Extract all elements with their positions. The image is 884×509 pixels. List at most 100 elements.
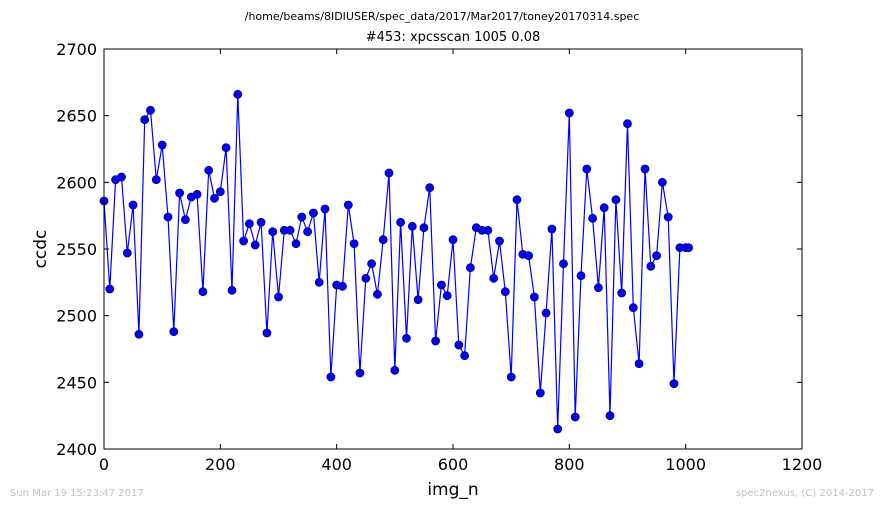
data-point: [372, 289, 382, 299]
data-point: [134, 329, 144, 339]
y-axis-label: ccdc: [31, 230, 51, 269]
data-point: [151, 175, 161, 185]
data-point: [425, 183, 435, 193]
data-point: [140, 115, 150, 125]
data-point: [169, 327, 179, 337]
data-point: [146, 105, 155, 115]
data-point: [431, 336, 441, 346]
x-tick-label: 0: [99, 455, 109, 474]
data-point: [343, 200, 353, 210]
y-tick-label: 2500: [56, 307, 97, 326]
data-point: [378, 235, 388, 245]
data-point: [512, 195, 522, 205]
data-point: [663, 212, 673, 222]
data-point: [524, 251, 533, 261]
y-tick-label: 2450: [56, 373, 97, 392]
series-line: [103, 94, 689, 430]
y-tick-label: 2600: [56, 173, 97, 192]
data-point: [605, 411, 615, 421]
data-point: [623, 119, 632, 129]
data-point: [402, 333, 411, 343]
x-tick-label: 800: [554, 455, 585, 474]
data-point: [652, 251, 661, 261]
data-point: [227, 285, 237, 295]
data-point: [308, 208, 318, 218]
data-point: [122, 248, 132, 258]
data-point: [553, 424, 563, 434]
data-point: [180, 215, 190, 225]
data-point: [599, 203, 609, 213]
data-point: [239, 236, 249, 246]
data-point: [570, 412, 580, 422]
data-point: [640, 164, 650, 174]
data-point: [268, 227, 278, 237]
data-point: [291, 239, 301, 249]
data-point: [157, 140, 167, 150]
data-point: [634, 359, 644, 369]
data-point: [407, 221, 417, 231]
y-tick-label: 2400: [56, 440, 97, 459]
data-point: [326, 372, 336, 382]
data-point: [163, 212, 173, 222]
data-point: [204, 165, 214, 175]
data-point: [413, 295, 423, 305]
data-point: [105, 284, 115, 294]
data-point: [256, 217, 266, 227]
data-point: [582, 164, 592, 174]
file-path-title: /home/beams/8IDIUSER/spec_data/2017/Mar2…: [244, 10, 640, 23]
data-point: [646, 261, 656, 271]
x-axis-label: img_n: [427, 480, 478, 500]
data-point: [274, 292, 283, 302]
y-tick-label: 2550: [56, 240, 97, 259]
x-tick-label: 200: [205, 455, 236, 474]
data-point: [198, 287, 208, 297]
data-point: [541, 308, 551, 318]
data-point: [210, 193, 219, 203]
data-point: [495, 236, 504, 246]
y-tick-label: 2650: [56, 107, 97, 126]
x-tick-label: 600: [438, 455, 469, 474]
footer-credit: spec2nexus, (C) 2014-2017: [735, 488, 874, 499]
data-point: [483, 225, 493, 235]
data-point: [244, 219, 254, 229]
data-point: [192, 189, 202, 199]
data-point: [436, 280, 446, 290]
y-tick-label: 2700: [56, 40, 97, 59]
data-point: [361, 273, 371, 283]
data-point: [489, 273, 499, 283]
data-point: [349, 239, 359, 249]
data-point: [262, 328, 272, 338]
data-point: [547, 224, 557, 234]
data-point: [617, 288, 627, 298]
data-point: [576, 271, 586, 281]
data-point: [448, 235, 458, 245]
data-point: [442, 291, 452, 301]
plot-frame: [103, 48, 803, 450]
data-point: [594, 283, 603, 293]
data-point: [669, 379, 679, 389]
data-point: [215, 187, 225, 197]
data-point: [535, 388, 545, 398]
chart-title: #453: xpcsscan 1005 0.08: [365, 30, 541, 45]
data-point: [611, 195, 621, 205]
data-point: [684, 243, 693, 253]
data-point: [320, 204, 330, 214]
x-tick-label: 1000: [665, 455, 706, 474]
data-point: [233, 89, 243, 99]
data-point: [628, 303, 638, 313]
data-point: [250, 240, 260, 250]
data-point: [419, 223, 429, 233]
data-point: [367, 259, 377, 269]
data-point: [396, 217, 406, 227]
data-point: [564, 108, 574, 118]
data-point: [384, 168, 394, 178]
data-point: [390, 365, 400, 375]
data-point: [559, 259, 568, 269]
data-point: [285, 225, 295, 235]
data-point: [314, 277, 324, 287]
data-point: [506, 372, 516, 382]
data-point: [355, 368, 365, 378]
data-point: [500, 287, 510, 297]
data-point: [303, 227, 313, 237]
